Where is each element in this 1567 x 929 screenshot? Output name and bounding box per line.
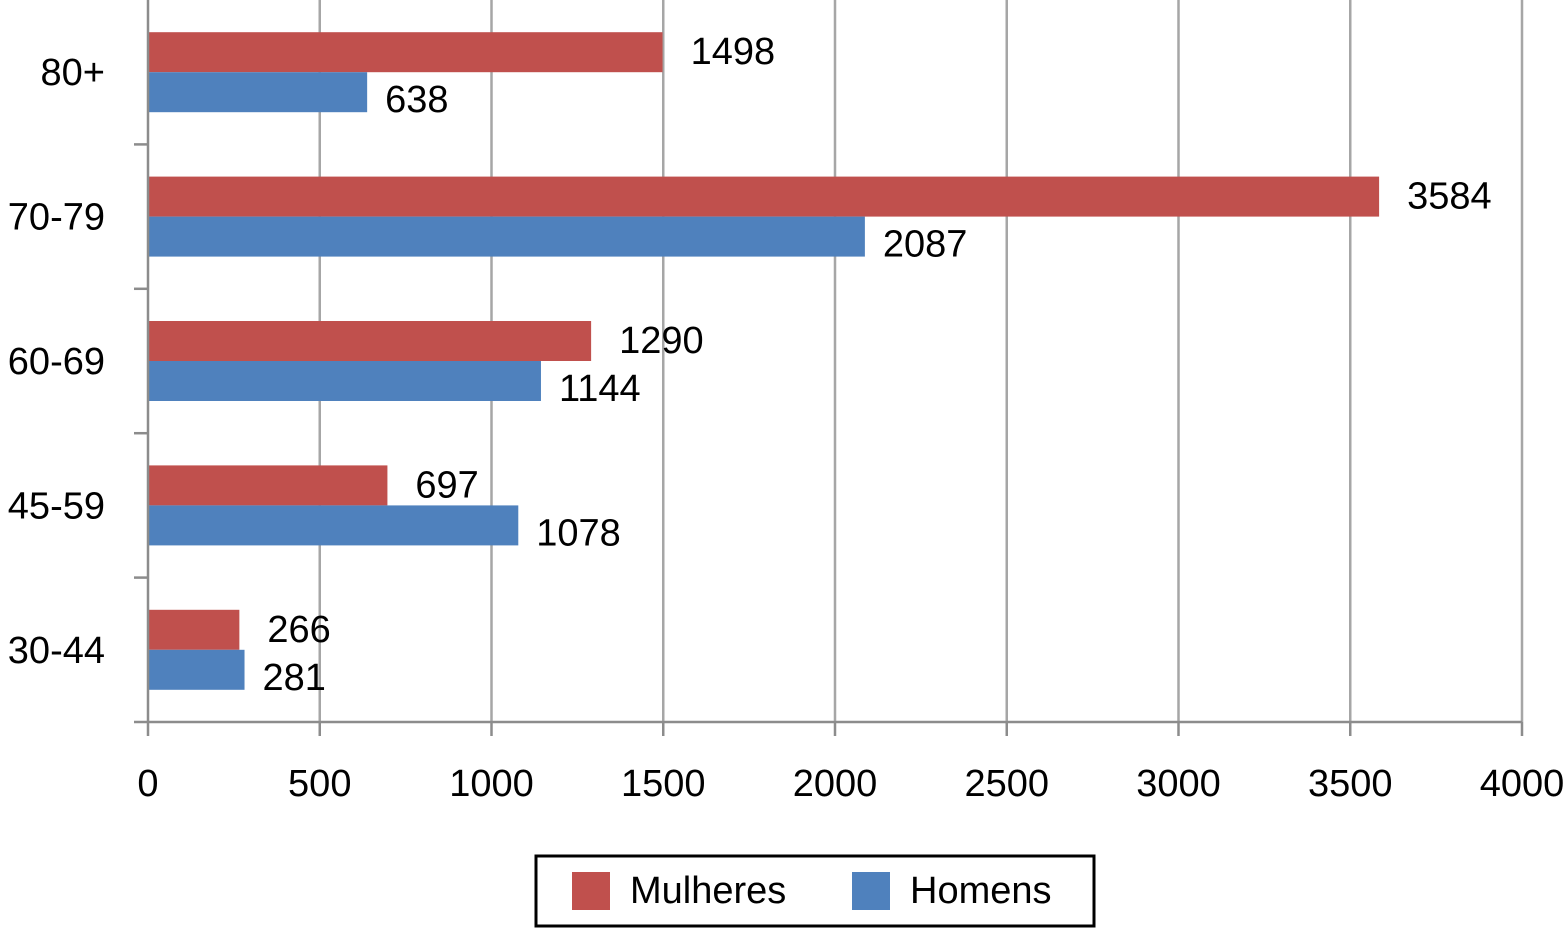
bar-mulheres <box>148 32 663 73</box>
data-label-homens: 638 <box>385 79 448 121</box>
bar-mulheres <box>148 609 240 650</box>
x-tick-label: 2500 <box>964 763 1049 805</box>
data-label-homens: 281 <box>263 657 326 699</box>
legend-label-homens: Homens <box>910 870 1052 912</box>
axes: 0 500 1000 1500 2000 2500 3000 3500 4000 80+ 70-79… <box>8 0 1564 805</box>
bar-homens <box>148 216 865 257</box>
x-tick-label: 500 <box>288 763 351 805</box>
legend-box <box>534 854 1096 928</box>
labels: 1498 3584 1290 697 266 638 2087 1144 1078 281 <box>263 31 1492 699</box>
x-tick-label: 1500 <box>621 763 706 805</box>
bar-mulheres <box>148 321 592 361</box>
bar-mulheres <box>148 176 1380 217</box>
bars <box>148 32 1380 690</box>
bar-homens <box>148 505 519 546</box>
x-tick-label: 2000 <box>793 763 878 805</box>
bar-homens <box>148 649 245 690</box>
legend: Mulheres Homens <box>534 854 1096 928</box>
data-label-mulheres: 1290 <box>619 320 704 362</box>
y-tick-label: 60-69 <box>8 341 105 383</box>
data-label-homens: 1078 <box>536 512 621 554</box>
data-label-homens: 1144 <box>559 368 641 410</box>
bar-mulheres <box>148 465 388 506</box>
bar-homens <box>148 72 368 113</box>
x-tick-label: 0 <box>137 763 158 805</box>
data-label-mulheres: 3584 <box>1407 176 1492 218</box>
bar-homens <box>148 361 541 401</box>
data-label-homens: 2087 <box>883 224 968 266</box>
x-tick-label: 3000 <box>1136 763 1221 805</box>
y-tick-label: 80+ <box>41 52 105 94</box>
x-tick-label: 4000 <box>1480 763 1565 805</box>
data-label-mulheres: 1498 <box>691 31 776 73</box>
data-label-mulheres: 697 <box>415 464 478 506</box>
y-tick-label: 30-44 <box>8 630 105 672</box>
y-tick-label: 45-59 <box>8 485 105 527</box>
y-tick-label: 70-79 <box>8 197 105 239</box>
legend-label-mulheres: Mulheres <box>630 870 786 912</box>
legend-swatch-mulheres <box>572 872 610 910</box>
legend-swatch-homens <box>852 872 890 910</box>
data-label-mulheres: 266 <box>267 609 330 651</box>
x-tick-label: 3500 <box>1308 763 1393 805</box>
gridlines <box>318 0 1524 722</box>
x-tick-label: 1000 <box>449 763 534 805</box>
